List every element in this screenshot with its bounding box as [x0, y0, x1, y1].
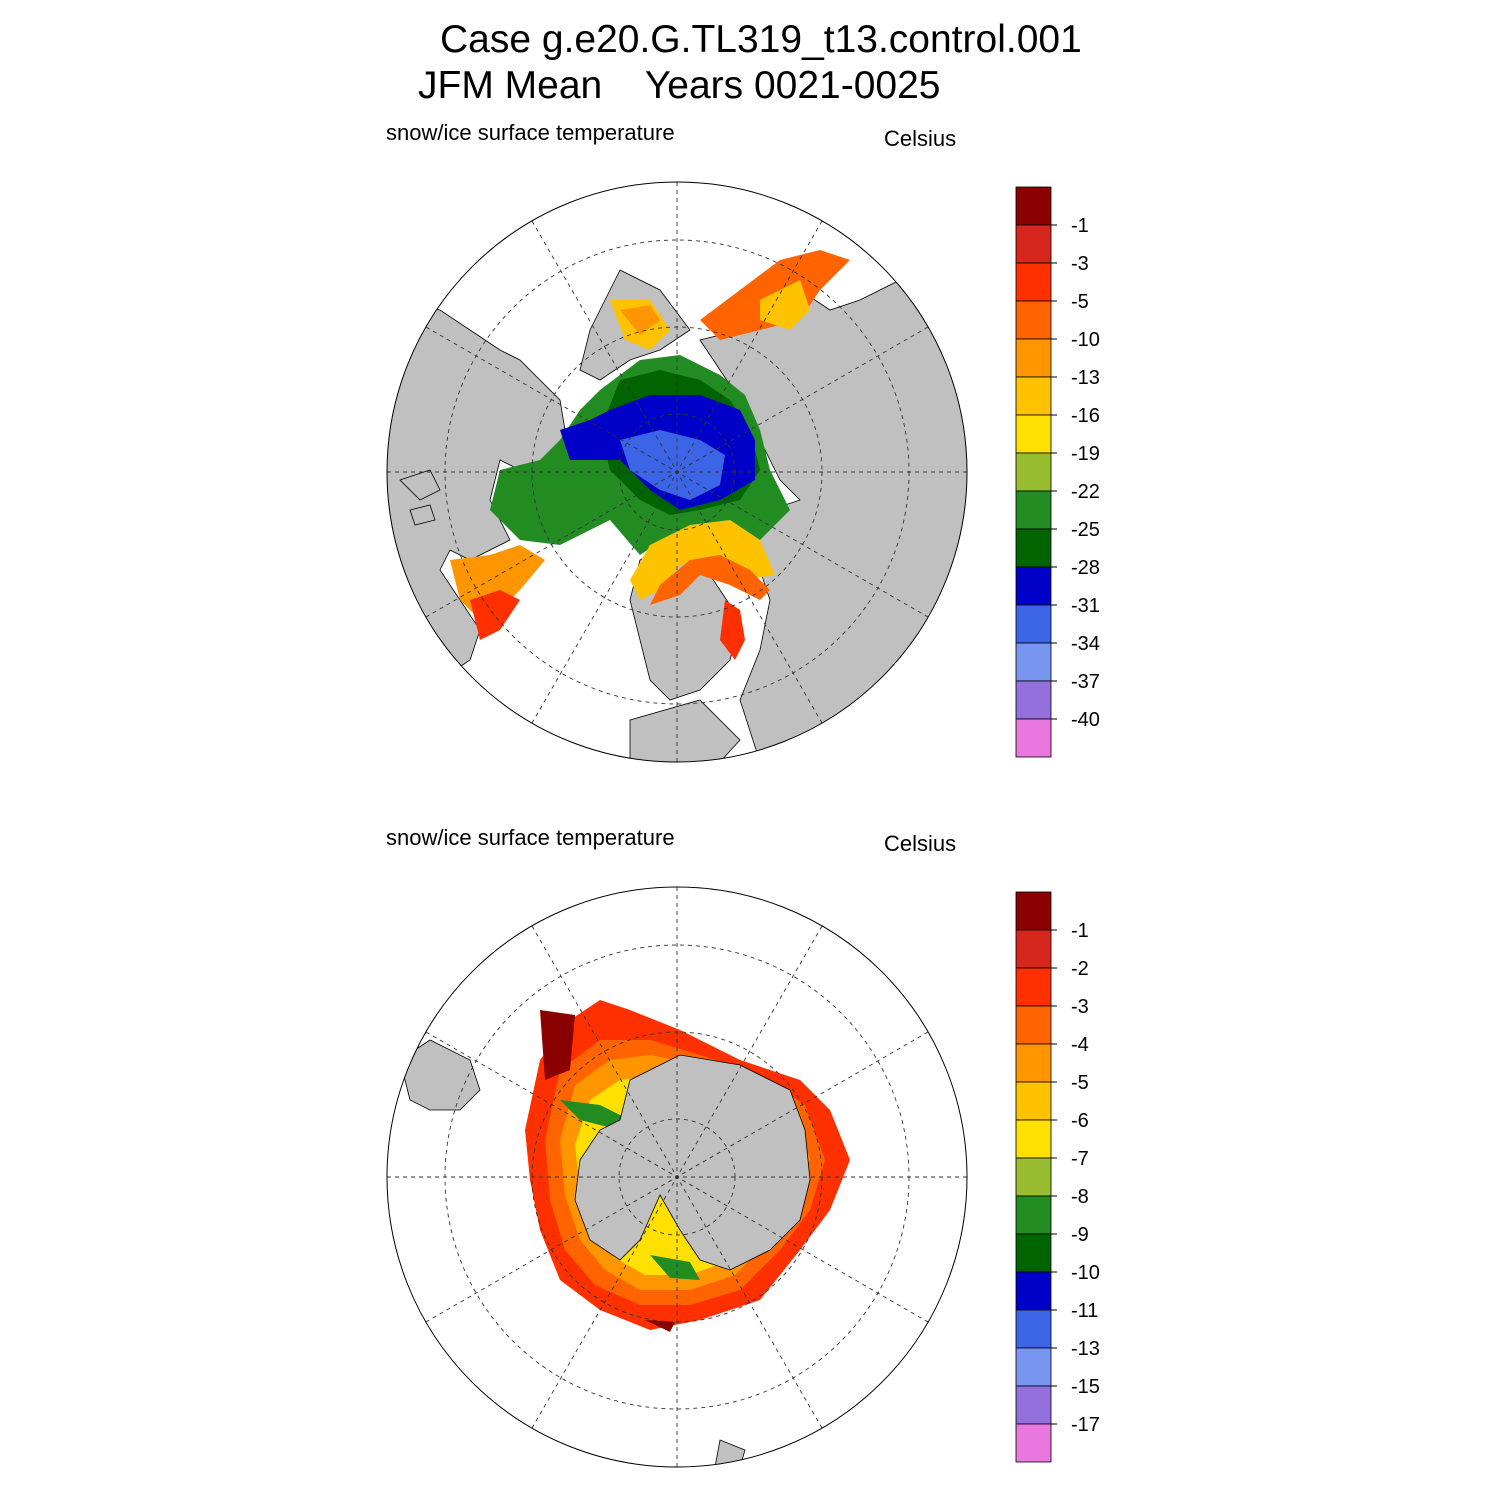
north-colorbar-swatch: [1015, 376, 1052, 416]
north-colorbar-label: -3: [1071, 253, 1089, 275]
south-colorbar-label: -10: [1071, 1262, 1100, 1284]
south-colorbar-swatch: [1015, 1043, 1052, 1083]
north-colorbar: -1 -3 -5 -10 -13 -16 -19 -22 -25 -28 -31 -34 -37 -40: [1015, 186, 1100, 758]
south-colorbar-swatch: [1015, 1423, 1052, 1463]
south-colorbar-label: -8: [1071, 1186, 1089, 1208]
north-graticule: [387, 182, 967, 762]
figure-title-line2: JFM Mean Years 0021-0025: [418, 64, 941, 108]
north-colorbar-swatch: [1015, 490, 1052, 530]
north-colorbar-label: -25: [1071, 519, 1100, 541]
south-colorbar-swatch: [1015, 1081, 1052, 1121]
south-colorbar-label: -3: [1071, 996, 1089, 1018]
south-colorbar-label: -13: [1071, 1338, 1100, 1360]
south-colorbar-label: -17: [1071, 1414, 1100, 1436]
north-colorbar-swatch: [1015, 414, 1052, 454]
south-colorbar-label: -2: [1071, 958, 1089, 980]
north-variable-label: snow/ice surface temperature: [386, 120, 675, 145]
north-units-label: Celsius: [884, 126, 957, 151]
season-label: JFM Mean: [418, 64, 603, 107]
north-colorbar-swatch: [1015, 224, 1052, 264]
south-ice-field: [525, 1000, 850, 1332]
south-colorbar-swatch: [1015, 967, 1052, 1007]
south-colorbar-swatch: [1015, 1157, 1052, 1197]
south-colorbar-swatch: [1015, 1347, 1052, 1387]
north-colorbar-label: -5: [1071, 291, 1089, 313]
south-colorbar-swatch: [1015, 1385, 1052, 1425]
south-colorbar-label: -11: [1071, 1300, 1098, 1322]
north-colorbar-swatch: [1015, 566, 1052, 606]
south-colorbar-swatch: [1015, 1271, 1052, 1311]
south-colorbar-label: -9: [1071, 1224, 1089, 1246]
antarctica: [574, 1054, 811, 1271]
north-colorbar-swatch: [1015, 300, 1052, 340]
south-colorbar-label: -15: [1071, 1376, 1100, 1398]
south-colorbar-swatch: [1015, 1195, 1052, 1235]
south-colorbar-swatch: [1015, 1119, 1052, 1159]
north-colorbar-swatch: [1015, 680, 1052, 720]
south-colorbar-label: -7: [1071, 1148, 1089, 1170]
north-colorbar-label: -10: [1071, 329, 1100, 351]
north-colorbar-swatch: [1015, 452, 1052, 492]
north-colorbar-label: -40: [1071, 709, 1100, 731]
north-colorbar-label: -28: [1071, 557, 1100, 579]
north-map-content: [387, 182, 967, 762]
north-colorbar-swatch: [1015, 186, 1052, 226]
south-colorbar-swatch: [1015, 1233, 1052, 1273]
north-colorbar-label: -1: [1071, 215, 1089, 237]
south-colorbar: -1 -2 -3 -4 -5 -6 -7 -8 -9 -10 -11 -13 -15 -17: [1015, 891, 1100, 1463]
north-land: [387, 269, 967, 762]
north-colorbar-label: -31: [1071, 595, 1100, 617]
south-units-label: Celsius: [884, 831, 957, 856]
south-colorbar-swatch: [1015, 891, 1052, 931]
north-colorbar-swatch: [1015, 338, 1052, 378]
north-colorbar-label: -37: [1071, 671, 1100, 693]
south-variable-label: snow/ice surface temperature: [386, 825, 675, 850]
north-colorbar-label: -22: [1071, 481, 1100, 503]
north-colorbar-swatch: [1015, 642, 1052, 682]
south-map-content: [387, 887, 967, 1467]
years-label: Years 0021-0025: [644, 64, 941, 107]
south-graticule: [387, 887, 967, 1467]
south-colorbar-swatch: [1015, 1005, 1052, 1045]
north-colorbar-label: -34: [1071, 633, 1100, 655]
north-ice-field: [450, 250, 850, 660]
south-colorbar-swatch: [1015, 1309, 1052, 1349]
north-colorbar-swatch: [1015, 528, 1052, 568]
south-colorbar-label: -5: [1071, 1072, 1089, 1094]
south-colorbar-swatch: [1015, 929, 1052, 969]
north-colorbar-label: -19: [1071, 443, 1100, 465]
north-colorbar-swatch: [1015, 718, 1052, 758]
north-colorbar-swatch: [1015, 604, 1052, 644]
south-colorbar-label: -1: [1071, 920, 1089, 942]
north-colorbar-label: -16: [1071, 405, 1100, 427]
north-colorbar-swatch: [1015, 262, 1052, 302]
figure-title-line1: Case g.e20.G.TL319_t13.control.001: [440, 18, 1082, 61]
south-colorbar-label: -6: [1071, 1110, 1089, 1132]
north-colorbar-label: -13: [1071, 367, 1100, 389]
south-colorbar-label: -4: [1071, 1034, 1089, 1056]
